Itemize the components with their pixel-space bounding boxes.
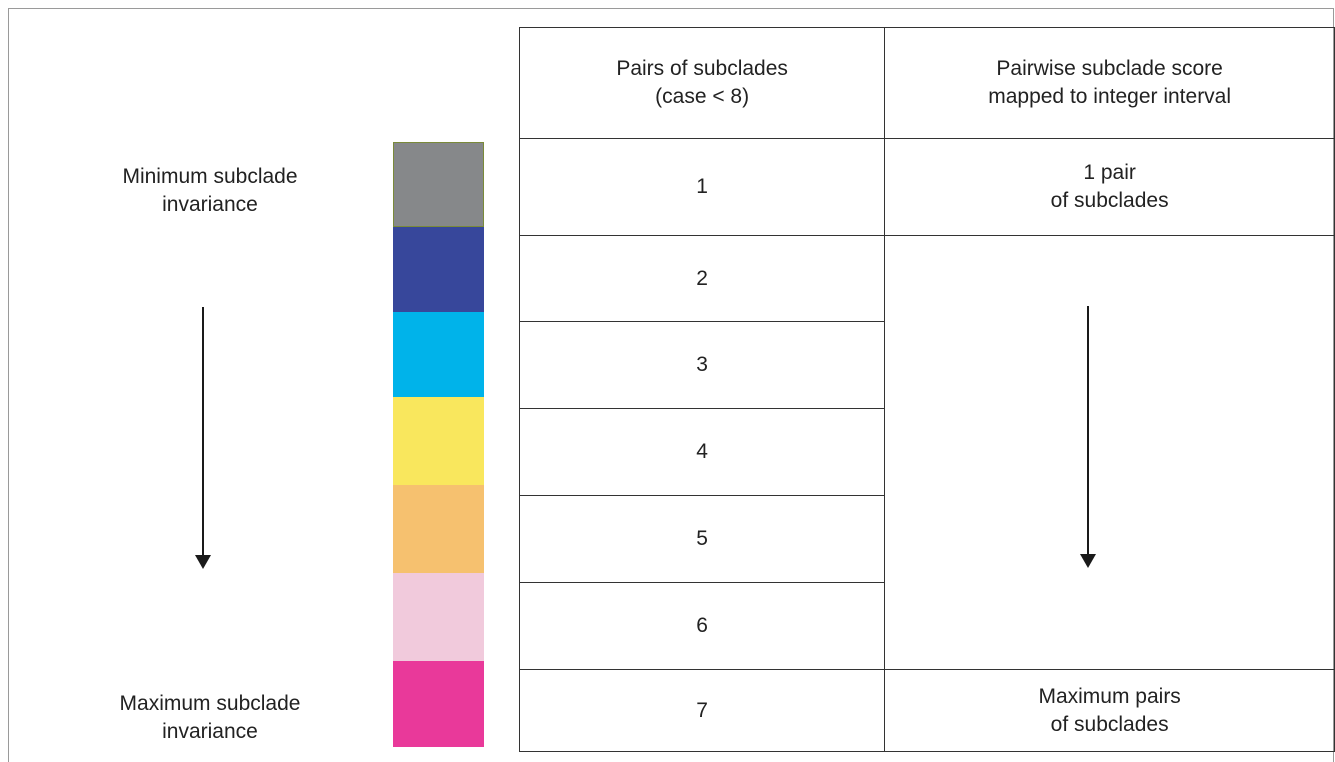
color-swatch-5 (393, 485, 484, 573)
row-value: 6 (518, 582, 886, 670)
color-swatch-4 (393, 397, 484, 485)
table-row: 6 (518, 582, 1335, 670)
score-arrow-cell (884, 235, 1335, 670)
color-swatch-7 (393, 661, 484, 747)
score-top-cell: 1 pair of subclades (884, 138, 1335, 236)
score-bottom-cell: Maximum pairs of subclades (884, 669, 1335, 752)
header-pairwise-score: Pairwise subclade score mapped to intege… (884, 27, 1335, 139)
row-value: 5 (518, 495, 886, 583)
table-row: 2 (518, 235, 1335, 670)
maximum-invariance-label: Maximum subclade invariance (119, 692, 301, 743)
row-value: 2 (518, 235, 886, 322)
row-value: 1 (518, 138, 886, 236)
table-row: 4 (518, 408, 1335, 496)
color-swatch-2 (393, 227, 484, 312)
subclade-table: Pairs of subclades (case < 8) Pairwise s… (518, 27, 1335, 752)
down-arrow-icon (1080, 306, 1097, 568)
color-swatch-1 (393, 142, 484, 227)
down-arrow-icon (195, 307, 211, 569)
row-value: 4 (518, 408, 886, 496)
header-pairs-of-subclades: Pairs of subclades (case < 8) (518, 27, 886, 139)
table-row: 3 (518, 321, 1335, 409)
row-value: 3 (518, 321, 886, 409)
color-swatch-3 (393, 312, 484, 397)
color-swatch-6 (393, 573, 484, 661)
row-value: 7 (518, 669, 886, 752)
minimum-invariance-label: Minimum subclade invariance (122, 165, 298, 216)
table-row: 1 1 pair of subclades (518, 138, 1335, 236)
table-row: 7 Maximum pairs of subclades (518, 669, 1335, 752)
table-header-row: Pairs of subclades (case < 8) Pairwise s… (518, 27, 1335, 139)
